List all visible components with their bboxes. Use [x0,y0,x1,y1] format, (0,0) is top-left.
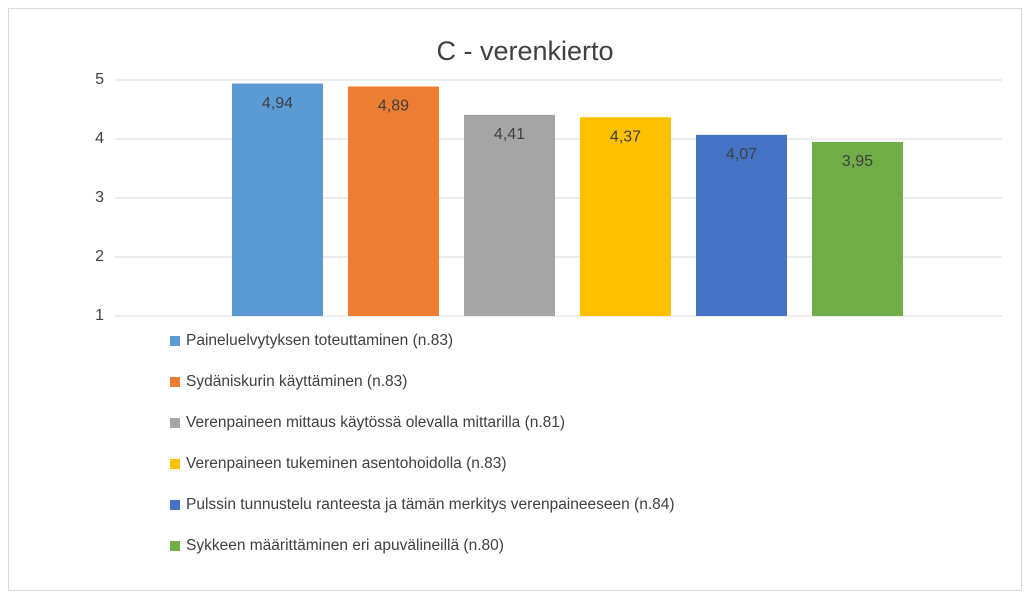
legend-label: Verenpaineen mittaus käytössä olevalla m… [186,414,565,431]
chart-title: C - verenkierto [436,36,613,66]
legend-swatch [170,459,180,469]
data-label: 4,37 [610,128,641,145]
bar [232,83,323,316]
legend-swatch [170,418,180,428]
data-label: 4,94 [262,95,293,112]
legend-swatch [170,500,180,510]
data-label: 4,07 [726,146,757,163]
bar [348,86,439,317]
legend-swatch [170,377,180,387]
bar [812,141,903,316]
legend-swatch [170,541,180,551]
y-tick-label: 4 [95,130,104,147]
legend-label: Sydäniskurin käyttäminen (n.83) [186,373,407,390]
bar [580,117,671,316]
y-tick-label: 5 [95,71,104,88]
legend-label: Pulssin tunnustelu ranteesta ja tämän me… [186,496,675,513]
legend-swatch [170,336,180,346]
y-tick-label: 3 [95,189,104,206]
bar [696,134,787,316]
legend-label: Paineluelvytyksen toteuttaminen (n.83) [186,332,453,349]
y-tick-label: 1 [95,307,104,324]
legend-label: Verenpaineen tukeminen asentohoidolla (n… [186,455,507,472]
data-label: 4,41 [494,126,525,143]
y-tick-label: 2 [95,248,104,265]
bar [464,114,555,316]
legend-label: Sykkeen määrittäminen eri apuvälineillä … [186,537,504,554]
data-label: 3,95 [842,153,873,170]
data-label: 4,89 [378,98,409,115]
